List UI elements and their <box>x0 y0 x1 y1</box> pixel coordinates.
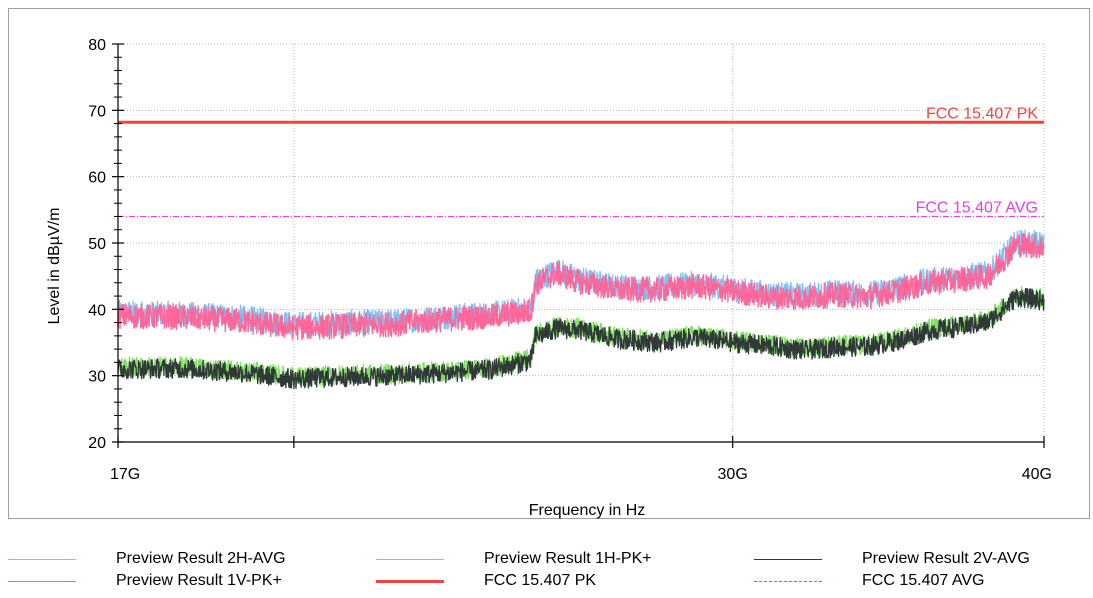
limit-label-fcc-15-407-pk: FCC 15.407 PK <box>926 105 1038 122</box>
y-tick-label: 70 <box>88 103 106 120</box>
chart-frame: FCC 15.407 PK FCC 15.407 AVG 20 30 40 50 60 70… <box>8 8 1090 519</box>
legend-item-fcc-15-407-avg: FCC 15.407 AVG <box>754 570 984 592</box>
legend-item-preview-result-2v-avg: Preview Result 2V-AVG <box>754 548 1030 570</box>
legend-swatch <box>376 558 444 560</box>
legend-item-fcc-15-407-pk: FCC 15.407 PK <box>376 570 596 592</box>
y-tick-label: 50 <box>88 236 106 253</box>
legend-label: Preview Result 1V-PK+ <box>116 572 282 589</box>
x-tick-label: 40G <box>1022 466 1052 483</box>
limit-lines: FCC 15.407 PK FCC 15.407 AVG <box>118 105 1044 218</box>
y-tick-label: 30 <box>88 369 106 386</box>
legend-swatch <box>376 579 444 583</box>
limit-label-fcc-15-407-avg: FCC 15.407 AVG <box>916 199 1038 216</box>
y-tick-label: 80 <box>88 37 106 54</box>
axes: 20 30 40 50 60 70 80 17G 30G 40G <box>88 37 1052 483</box>
emission-chart: FCC 15.407 PK FCC 15.407 AVG 20 30 40 50 60 70… <box>46 37 1052 519</box>
legend-swatch <box>8 558 76 560</box>
x-axis-title: Frequency in Hz <box>529 502 646 519</box>
legend-label: Preview Result 2V-AVG <box>862 550 1030 567</box>
series-line-preview-result-2v-avg <box>117 287 1045 390</box>
legend-swatch <box>754 580 822 582</box>
grid <box>118 43 1045 442</box>
x-tick-label: 30G <box>718 466 748 483</box>
legend-item-preview-result-1h-pk: Preview Result 1H-PK+ <box>376 548 652 570</box>
legend-item-preview-result-2h-avg: Preview Result 2H-AVG <box>8 548 286 570</box>
legend: Preview Result 2H-AVG Preview Result 1H-P… <box>0 548 1093 598</box>
x-tick-label: 17G <box>110 466 140 483</box>
legend-label: FCC 15.407 PK <box>484 572 597 589</box>
y-tick-label: 60 <box>88 170 106 187</box>
series-line-preview-result-1v-pk <box>117 232 1045 341</box>
legend-label: FCC 15.407 AVG <box>862 572 985 589</box>
legend-swatch <box>754 558 822 560</box>
y-axis-title: Level in dBµV/m <box>46 208 63 325</box>
legend-label: Preview Result 2H-AVG <box>116 550 286 567</box>
y-tick-label: 40 <box>88 302 106 319</box>
legend-item-preview-result-1v-pk: Preview Result 1V-PK+ <box>8 570 282 592</box>
series-layer <box>117 229 1045 390</box>
legend-label: Preview Result 1H-PK+ <box>484 550 652 567</box>
y-tick-label: 20 <box>88 435 106 452</box>
legend-swatch <box>8 580 76 582</box>
